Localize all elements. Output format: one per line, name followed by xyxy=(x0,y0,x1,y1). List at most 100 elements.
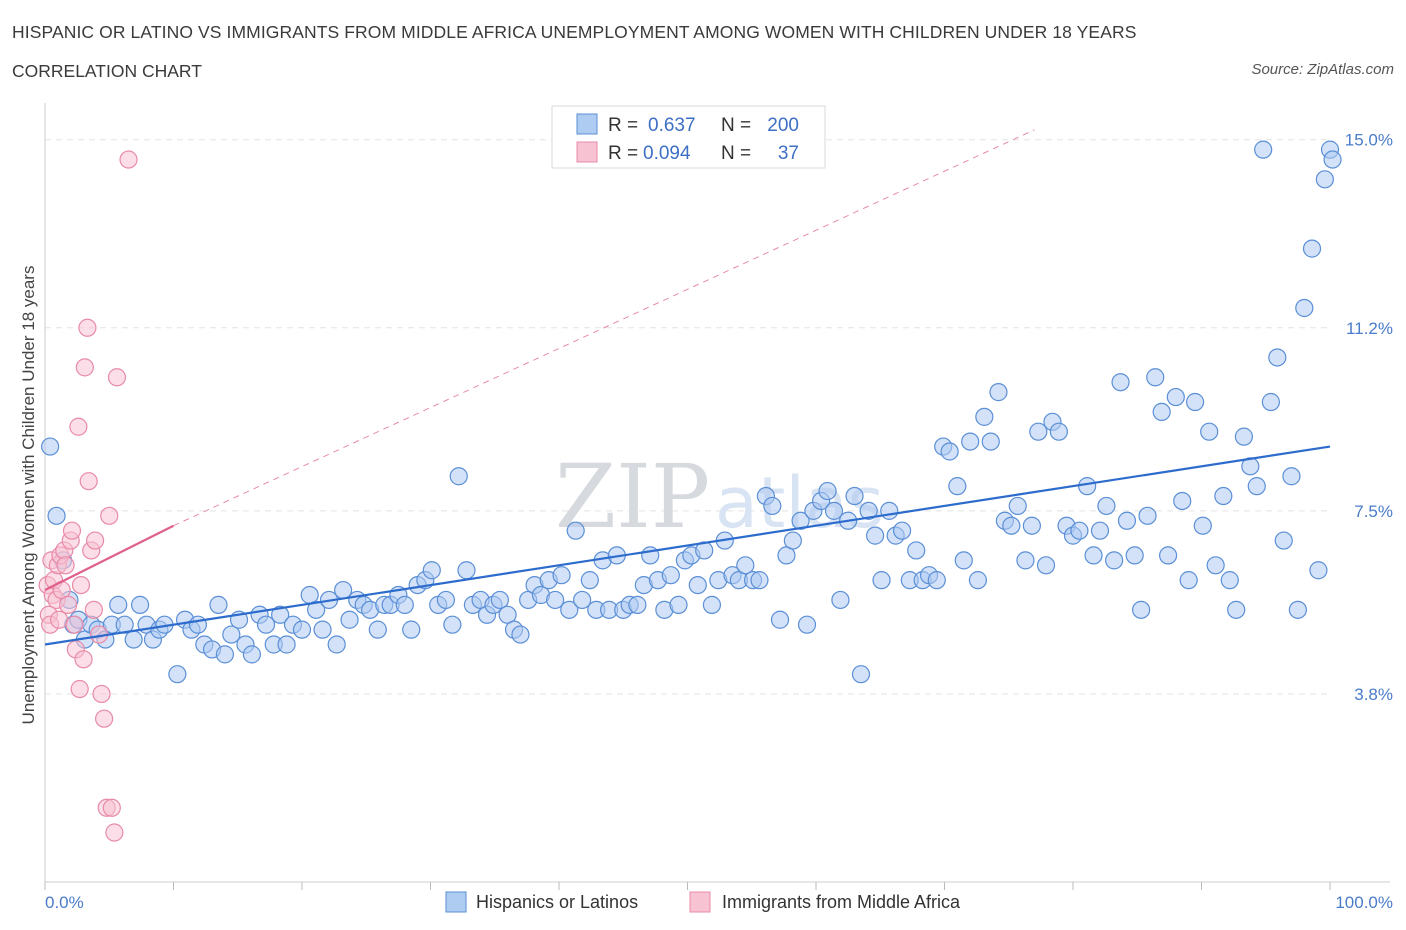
data-point-hispanic xyxy=(436,590,456,610)
data-point-hispanic xyxy=(188,615,208,634)
y-tick-labels: 3.8% 7.5% 11.2% 15.0% xyxy=(1345,131,1393,704)
bottom-legend-label-middle-africa[interactable]: Immigrants from Middle Africa xyxy=(722,892,961,912)
data-point-middle-africa xyxy=(102,798,121,817)
data-point-hispanic xyxy=(783,531,802,550)
bottom-legend-swatch-pink[interactable] xyxy=(689,891,711,913)
data-point-hispanic xyxy=(968,571,988,590)
data-point-hispanic xyxy=(1200,422,1219,441)
data-point-hispanic xyxy=(1261,392,1280,412)
data-point-hispanic xyxy=(1036,556,1056,575)
data-point-hispanic xyxy=(1008,496,1027,516)
data-point-middle-africa xyxy=(119,150,138,169)
data-point-hispanic xyxy=(948,477,967,496)
data-point-hispanic xyxy=(989,383,1008,402)
data-point-hispanic xyxy=(628,595,647,614)
data-point-hispanic xyxy=(1288,600,1307,619)
data-point-middle-africa xyxy=(107,368,127,387)
data-point-hispanic xyxy=(422,561,441,580)
data-point-hispanic xyxy=(1185,392,1205,412)
data-point-hispanic xyxy=(395,595,414,614)
y-tick-label: 3.8% xyxy=(1354,685,1393,704)
data-point-hispanic xyxy=(209,595,228,614)
data-point-hispanic xyxy=(797,615,817,634)
trend-lines xyxy=(44,129,1331,646)
legend-r-value: 0.637 xyxy=(648,115,696,136)
legend-swatch-blue xyxy=(576,113,598,135)
data-point-hispanic xyxy=(271,605,290,624)
data-point-hispanic xyxy=(1295,298,1314,318)
data-point-hispanic xyxy=(511,625,530,644)
data-point-hispanic xyxy=(340,610,359,629)
data-point-hispanic xyxy=(1105,551,1124,570)
data-point-hispanic xyxy=(1234,427,1254,446)
data-point-hispanic xyxy=(256,615,276,634)
data-point-hispanic xyxy=(824,501,844,520)
data-point-hispanic xyxy=(866,526,885,545)
data-point-hispanic xyxy=(277,635,296,654)
data-point-middle-africa xyxy=(95,709,114,728)
data-point-hispanic xyxy=(1146,368,1165,387)
legend-n-label: N = xyxy=(721,115,751,136)
data-point-hispanic xyxy=(168,665,187,684)
data-point-hispanic xyxy=(443,615,462,634)
data-point-hispanic xyxy=(242,645,261,664)
data-point-hispanic xyxy=(41,437,60,456)
legend-n-label: N = xyxy=(721,143,751,164)
bottom-legend-swatch-blue[interactable] xyxy=(445,891,467,913)
data-point-hispanic xyxy=(831,590,850,610)
data-point-hispanic xyxy=(402,620,421,639)
data-point-middle-africa xyxy=(50,610,69,629)
data-point-hispanic xyxy=(1206,556,1225,575)
data-point-hispanic xyxy=(845,486,864,506)
data-point-middle-africa xyxy=(86,531,105,550)
bottom-legend-label-hispanic[interactable]: Hispanics or Latinos xyxy=(476,892,638,912)
data-point-hispanic xyxy=(763,496,782,516)
data-point-hispanic xyxy=(1309,561,1328,580)
legend-n-value: 37 xyxy=(778,143,799,164)
data-point-hispanic xyxy=(1002,516,1021,535)
data-point-hispanic xyxy=(1125,546,1144,565)
legend-swatch-pink xyxy=(576,141,598,163)
x-tick-label: 100.0% xyxy=(1335,893,1393,912)
series-legend: Hispanics or Latinos Immigrants from Mid… xyxy=(445,891,961,913)
data-point-hispanic xyxy=(1132,600,1151,619)
y-tick-label: 7.5% xyxy=(1354,502,1393,521)
trend-line-middle-africa xyxy=(44,524,174,592)
trend-line-hispanic xyxy=(44,445,1331,646)
series-middle-africa-points xyxy=(38,150,138,842)
data-point-hispanic xyxy=(975,407,994,426)
data-point-hispanic xyxy=(47,506,66,525)
data-point-hispanic xyxy=(1049,422,1068,441)
data-point-hispanic xyxy=(1302,239,1322,258)
data-point-middle-africa xyxy=(75,358,94,377)
data-point-hispanic xyxy=(1070,521,1089,540)
data-point-hispanic xyxy=(1138,506,1157,525)
data-point-middle-africa xyxy=(78,318,97,337)
data-point-hispanic xyxy=(560,600,579,619)
data-point-middle-africa xyxy=(92,684,111,704)
data-point-hispanic xyxy=(457,561,476,580)
data-point-hispanic xyxy=(130,595,150,614)
data-point-hispanic xyxy=(546,590,565,610)
data-point-hispanic xyxy=(1227,600,1246,619)
data-point-hispanic xyxy=(1090,521,1110,540)
data-point-hispanic xyxy=(124,630,143,649)
data-point-middle-africa xyxy=(100,506,119,525)
data-point-middle-africa xyxy=(65,615,84,634)
data-point-middle-africa xyxy=(56,556,75,575)
data-point-hispanic xyxy=(1029,422,1048,441)
data-point-hispanic xyxy=(552,566,571,585)
data-point-hispanic xyxy=(1254,140,1273,159)
y-tick-label: 11.2% xyxy=(1346,319,1393,338)
data-point-hispanic xyxy=(1247,477,1266,496)
data-point-hispanic xyxy=(327,635,346,654)
data-point-hispanic xyxy=(1117,511,1137,530)
data-point-middle-africa xyxy=(70,679,89,699)
data-point-hispanic xyxy=(1315,170,1334,189)
data-point-hispanic xyxy=(1158,546,1178,565)
data-point-hispanic xyxy=(313,620,332,639)
data-point-hispanic xyxy=(1179,571,1198,590)
data-point-hispanic xyxy=(1220,571,1239,590)
data-point-hispanic xyxy=(1268,348,1287,367)
data-point-hispanic xyxy=(851,665,871,684)
